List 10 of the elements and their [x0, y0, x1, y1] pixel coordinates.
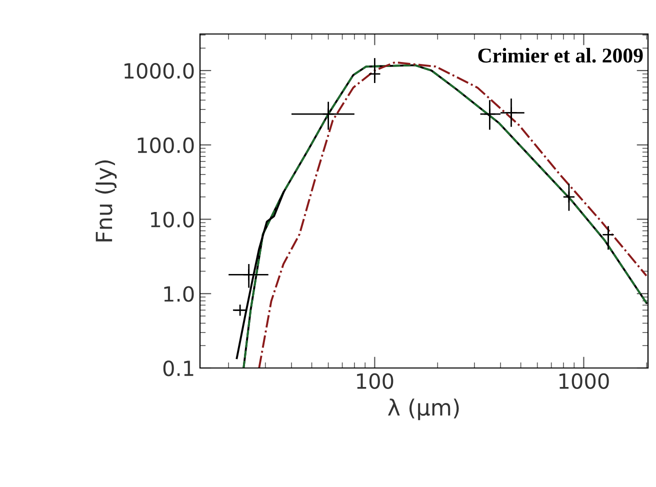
y-tick-label: 1.0: [164, 286, 194, 302]
y-tick-label: 10.0: [151, 212, 194, 228]
y-tick-label: 0.1: [163, 360, 194, 376]
y-axis-title: Fnu (Jy): [95, 160, 117, 242]
x-tick-label: 1000: [560, 373, 609, 389]
x-axis-title: λ (μm): [388, 398, 459, 420]
y-tick-label: 1000.0: [124, 62, 194, 79]
x-tick-label: 100: [357, 373, 394, 389]
y-tick-label: 100.0: [138, 137, 194, 154]
annotation: Crimier et al. 2009: [478, 48, 643, 63]
